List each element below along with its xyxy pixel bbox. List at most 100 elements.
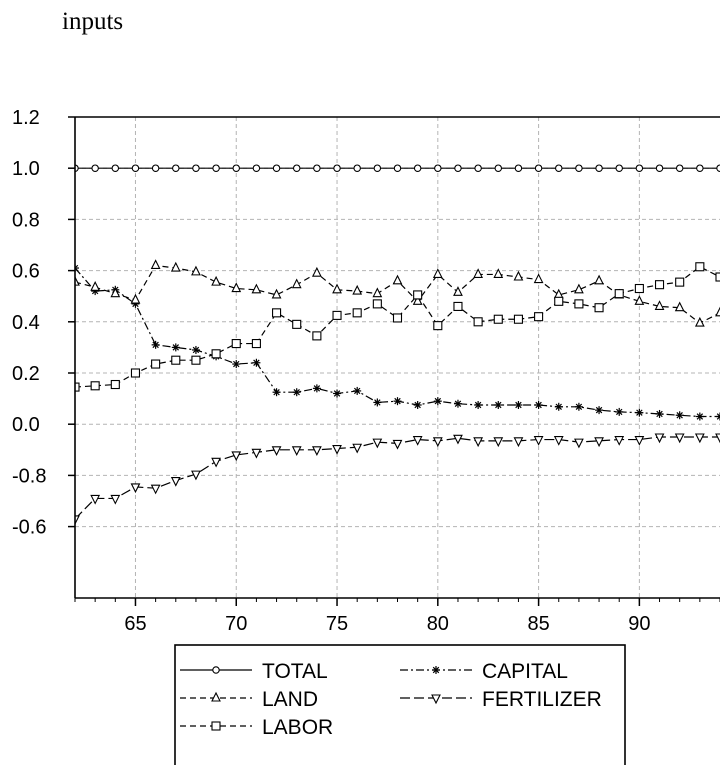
x-tick-label: 85 — [527, 613, 549, 635]
y-tick-label: -0.6 — [12, 517, 46, 539]
data-point-land — [574, 283, 584, 294]
data-point-total — [393, 164, 402, 172]
data-point-fertilizer — [453, 434, 463, 445]
data-point-labor — [352, 308, 362, 318]
data-point-capital — [232, 360, 241, 369]
data-point-land — [352, 284, 363, 295]
data-point-fertilizer — [412, 436, 423, 446]
data-point-total — [454, 164, 462, 172]
data-point-labor — [251, 339, 261, 349]
data-point-labor — [75, 382, 80, 392]
series-land — [75, 259, 720, 327]
data-point-land — [372, 287, 383, 298]
data-point-total — [696, 164, 704, 172]
data-point-fertilizer — [634, 436, 645, 446]
data-point-total — [595, 164, 603, 172]
data-point-land — [110, 287, 121, 298]
data-point-total — [292, 164, 301, 172]
data-point-total — [434, 164, 442, 172]
data-point-total — [111, 164, 120, 172]
y-tick-label: 0.8 — [12, 209, 40, 231]
y-tick-label: -0.8 — [12, 465, 46, 487]
data-point-fertilizer — [533, 436, 544, 446]
data-point-labor — [534, 312, 544, 322]
y-tick-label: 1.0 — [12, 158, 40, 180]
data-point-capital — [675, 411, 684, 420]
series-line-labor — [75, 266, 720, 388]
data-point-fertilizer — [130, 483, 141, 494]
x-tick-label: 90 — [628, 613, 650, 635]
data-point-labor — [715, 272, 720, 282]
data-point-capital — [292, 388, 301, 397]
data-point-capital — [695, 412, 704, 421]
data-point-land — [634, 295, 645, 305]
y-tick-label: 0.0 — [12, 414, 40, 436]
data-point-total — [675, 164, 684, 172]
data-point-capital — [554, 402, 563, 411]
data-point-labor — [90, 381, 100, 391]
data-point-fertilizer — [352, 443, 363, 454]
data-point-total — [413, 164, 422, 172]
series-layer — [75, 164, 720, 526]
data-point-labor — [695, 262, 705, 272]
data-point-total — [232, 164, 241, 172]
legend-item-total: TOTAL — [180, 660, 328, 683]
legend-item-labor: LABOR — [180, 716, 333, 739]
data-point-capital — [393, 397, 402, 406]
data-point-land — [332, 283, 342, 294]
data-point-capital — [474, 401, 483, 409]
data-point-total — [252, 164, 261, 172]
data-point-fertilizer — [372, 438, 383, 449]
data-point-fertilizer — [473, 437, 484, 448]
series-labor — [75, 262, 720, 392]
data-point-labor — [312, 331, 322, 341]
data-point-total — [192, 164, 200, 172]
legend-marker-total — [212, 666, 220, 674]
data-point-land — [271, 288, 282, 299]
data-point-fertilizer — [191, 470, 201, 481]
data-point-labor — [614, 289, 624, 299]
data-point-total — [212, 164, 220, 172]
data-point-total — [131, 164, 140, 172]
data-point-fertilizer — [110, 494, 121, 505]
data-point-fertilizer — [90, 494, 101, 505]
data-point-fertilizer — [291, 446, 302, 457]
data-point-total — [534, 164, 543, 172]
legend-label-fertilizer: FERTILIZER — [482, 688, 602, 711]
data-point-total — [353, 164, 361, 172]
legend-item-land: LAND — [180, 688, 318, 711]
data-point-fertilizer — [251, 448, 262, 459]
legend-marker-fertilizer — [431, 694, 441, 705]
data-point-total — [474, 164, 482, 172]
data-point-total — [333, 164, 341, 172]
data-point-land — [90, 281, 101, 291]
data-point-land — [654, 300, 665, 310]
data-point-capital — [453, 399, 462, 408]
data-point-labor — [513, 314, 523, 324]
data-point-land — [191, 265, 201, 276]
data-point-fertilizer — [432, 437, 443, 448]
y-tick-label: 0.6 — [12, 261, 40, 283]
page-heading: inputs — [62, 8, 124, 35]
data-point-land — [150, 259, 161, 270]
data-point-capital — [716, 412, 720, 421]
data-point-fertilizer — [150, 484, 161, 495]
data-point-land — [170, 261, 181, 272]
data-point-fertilizer — [211, 457, 221, 468]
data-point-land — [694, 316, 705, 327]
data-point-fertilizer — [715, 433, 720, 444]
data-point-land — [291, 278, 302, 289]
data-point-capital — [595, 406, 604, 415]
data-point-labor — [554, 296, 564, 306]
x-tick-label: 75 — [326, 613, 348, 635]
data-point-labor — [171, 355, 181, 365]
legend-box — [174, 644, 626, 765]
data-point-total — [151, 164, 160, 172]
data-point-total — [272, 164, 281, 172]
series-total — [75, 164, 720, 172]
data-point-capital — [75, 264, 79, 273]
data-point-land — [674, 301, 685, 312]
y-tick-label: 0.4 — [12, 312, 40, 334]
data-point-land — [453, 286, 463, 296]
data-point-total — [554, 164, 563, 172]
